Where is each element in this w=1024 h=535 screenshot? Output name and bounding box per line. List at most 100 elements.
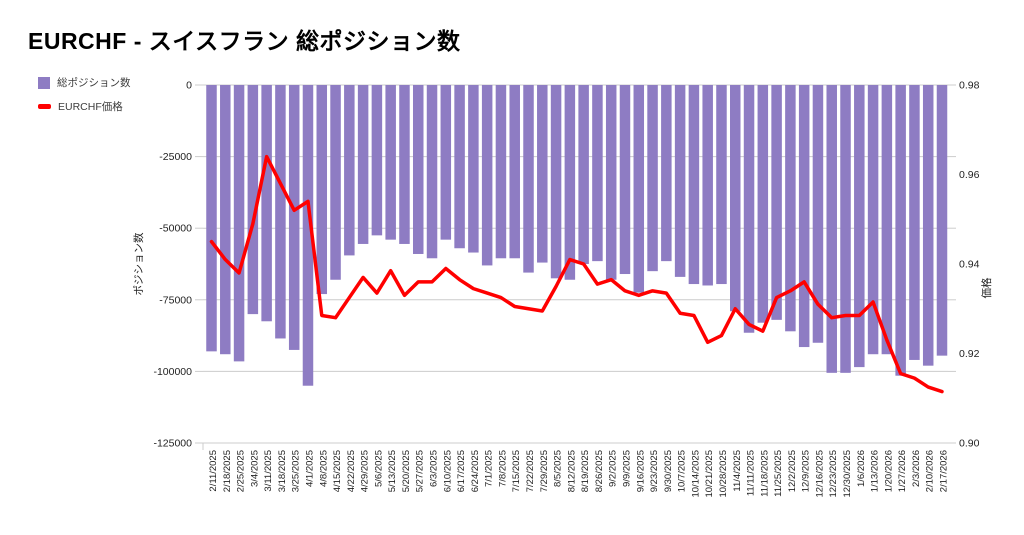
bar [730,85,741,312]
bar [302,85,314,386]
bar [261,85,272,322]
bar [330,85,341,280]
x-axis-date-label: 9/16/2025 [635,450,646,492]
x-axis-date-label: 8/26/2025 [594,450,605,492]
left-axis-tick-labels: 0 -25000 -50000 -75000 -100000 -125000 [153,80,192,450]
x-axis-date-label: 11/25/2025 [773,450,784,497]
x-axis-date-label: 6/17/2025 [456,450,467,492]
bar [661,85,672,262]
x-axis-date-label: 3/11/2025 [263,450,274,492]
right-axis-tick-label: 0.90 [959,438,980,450]
bar [771,85,782,320]
left-axis-tick-label: -25000 [159,151,192,163]
bar [798,85,810,348]
left-axis-tick-label: 0 [186,80,192,92]
bar [922,85,934,366]
x-axis-date-label: 6/10/2025 [442,450,453,492]
x-axis-date-label: 2/25/2025 [236,450,247,492]
bar [385,85,396,240]
x-axis-date-label: 7/8/2025 [497,450,508,487]
bar [523,85,534,273]
bar [688,85,700,285]
x-axis-date-label: 4/22/2025 [346,450,357,492]
right-axis-tick-label: 0.94 [959,259,980,271]
x-axis-date-label: 7/29/2025 [539,450,550,492]
x-axis-date-label: 4/1/2025 [304,450,315,487]
bar [509,85,520,259]
x-axis-labels: 2/11/2025 2/18/2025 2/25/2025 3/4/2025 3/11/… [208,450,950,498]
bar [592,85,603,262]
x-axis-date-label: 8/12/2025 [566,450,577,492]
x-axis-date-label: 12/30/2025 [842,450,853,498]
x-axis-date-label: 11/4/2025 [732,450,743,492]
bar [605,85,617,280]
x-axis-date-label: 10/28/2025 [718,450,729,498]
x-axis-date-label: 1/6/2026 [856,450,867,487]
x-axis-date-label: 3/25/2025 [291,450,302,492]
bar [854,85,865,368]
left-axis-tick-label: -125000 [153,438,192,450]
x-axis-date-label: 2/10/2026 [925,450,936,492]
x-axis-date-label: 1/27/2026 [897,450,908,492]
x-axis-date-label: 10/7/2025 [677,450,688,492]
x-axis-date-label: 4/8/2025 [318,450,329,487]
bar [316,85,328,295]
x-axis-date-label: 4/29/2025 [360,450,371,492]
left-axis-tick-label: -75000 [159,294,192,306]
bar [564,85,576,280]
x-axis-date-label: 6/3/2025 [429,450,440,487]
x-axis-date-label: 12/16/2025 [814,450,825,498]
x-axis-date-label: 2/18/2025 [222,450,233,492]
bar [481,85,493,266]
x-axis-date-label: 1/20/2026 [883,450,894,492]
x-axis-date-label: 4/15/2025 [332,450,343,492]
bar [619,85,631,275]
bar [647,85,658,272]
line-series-swatch-icon [38,104,51,109]
bar [550,85,562,279]
bar [426,85,438,259]
x-axis-date-label: 5/6/2025 [373,450,384,487]
bar [399,85,410,244]
left-axis-tick-label: -100000 [153,366,192,378]
x-axis-date-label: 10/14/2025 [690,450,701,498]
x-axis-date-label: 2/3/2026 [911,450,922,487]
x-axis-date-label: 11/11/2025 [746,450,757,496]
bar [233,85,245,362]
right-axis-title: 価格 [980,277,993,298]
bar [537,85,548,263]
bar-series-swatch-icon [38,76,50,89]
legend-item-total-positions: 総ポジション数 [38,75,131,90]
bar [826,85,837,373]
bar [840,85,851,373]
right-axis-tick-label: 0.96 [959,169,980,181]
x-axis-date-label: 2/11/2025 [208,450,219,492]
bar [357,85,369,244]
x-axis-date-label: 1/13/2026 [870,450,881,492]
bar [909,85,920,360]
x-axis-date-label: 9/23/2025 [649,450,660,492]
x-axis-date-label: 10/21/2025 [704,450,715,498]
bar [633,85,645,293]
x-axis-date-label: 11/18/2025 [759,450,770,497]
x-axis-date-label: 8/5/2025 [553,450,564,487]
chart-title: EURCHF - スイスフラン 総ポジション数 [28,28,461,54]
bar [895,85,906,376]
bar [206,85,217,352]
x-axis-date-label: 9/2/2025 [608,450,619,487]
bar [881,85,893,355]
x-axis-date-label: 12/23/2025 [828,450,839,498]
price-line [209,154,944,394]
bar [867,85,879,355]
bar [371,85,383,236]
bar [288,85,300,350]
bar [247,85,259,315]
bar [936,85,948,356]
right-axis-tick-label: 0.92 [959,348,980,360]
bar [220,85,231,355]
x-axis-date-label: 5/13/2025 [387,450,398,492]
bar [716,85,727,285]
legend-label-total-positions: 総ポジション数 [57,77,131,89]
x-axis-date-label: 7/1/2025 [484,450,495,487]
